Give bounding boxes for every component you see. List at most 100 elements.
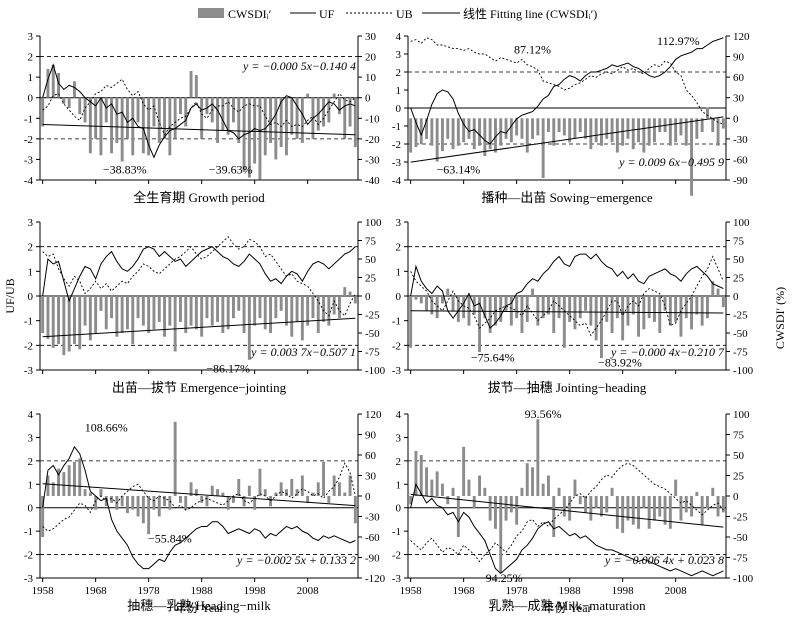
cwsdi-bar	[115, 296, 119, 337]
right-tick-label: -100	[733, 573, 754, 585]
cwsdi-bar	[125, 97, 129, 139]
left-tick-label: 3	[28, 217, 34, 229]
cwsdi-bar	[637, 296, 641, 337]
cwsdi-bar	[327, 496, 331, 503]
cwsdi-bar	[711, 281, 715, 296]
cwsdi-bar	[615, 496, 619, 529]
left-tick-label: -1	[24, 316, 33, 328]
cwsdi-bar	[194, 489, 198, 496]
right-tick-label: 50	[733, 254, 745, 266]
fitting-line	[42, 317, 356, 338]
cwsdi-bar	[94, 296, 98, 333]
right-tick-label: -100	[733, 365, 754, 377]
cwsdi-bar	[300, 296, 304, 341]
cwsdi-bar	[226, 496, 230, 510]
cwsdi-bar	[237, 478, 241, 496]
panel-title: 拔节—抽穗 Jointing−heading	[488, 380, 647, 395]
cwsdi-bar	[684, 118, 688, 146]
cwsdi-bar	[483, 487, 487, 496]
cwsdi-bar	[46, 68, 50, 98]
cwsdi-bar	[647, 496, 651, 529]
cwsdi-bar	[573, 296, 577, 330]
x-tick-label: 1978	[138, 585, 161, 597]
cwsdi-bar	[626, 296, 630, 326]
cwsdi-bar	[621, 296, 625, 341]
cwsdi-bar	[631, 296, 635, 315]
cwsdi-bar	[120, 97, 124, 162]
cwsdi-bar	[419, 455, 423, 496]
ub-line	[42, 78, 356, 136]
cwsdi-bar	[163, 496, 167, 507]
cwsdi-bar	[674, 118, 678, 143]
cwsdi-bar	[610, 118, 614, 143]
cwsdi-bar	[51, 296, 55, 348]
cwsdi-bar	[274, 492, 278, 496]
cwsdi-bar	[721, 118, 725, 129]
cwsdi-bar	[269, 296, 273, 333]
cwsdi-bar	[115, 97, 119, 143]
cwsdi-bar	[131, 296, 135, 345]
cwsdi-bar	[332, 93, 336, 98]
right-tick-label: -30	[365, 154, 380, 166]
cwsdi-bar	[504, 496, 508, 521]
cwsdi-bar	[515, 496, 519, 525]
cwsdi-bar	[536, 118, 540, 136]
cwsdi-bar	[705, 296, 709, 319]
cwsdi-bar	[705, 107, 709, 119]
cwsdi-bar	[562, 296, 566, 348]
left-tick-label: -1	[392, 526, 401, 538]
chart-panel-5: 4 3 2 1 0 -1 -2 -3 120 90 60 30 0 -30 -60 -90 -120 1958 19…	[24, 409, 386, 613]
cwsdi-bar	[353, 296, 357, 304]
cwsdi-bar	[269, 97, 273, 143]
cwsdi-bar	[152, 97, 156, 127]
cwsdi-bar	[674, 479, 678, 496]
right-tick-label: 100	[365, 217, 382, 229]
cwsdi-bar	[425, 467, 429, 496]
cwsdi-bar	[147, 296, 151, 333]
right-tick-label: 0	[365, 491, 371, 503]
cwsdi-bar	[189, 70, 193, 98]
extreme-value-label: −63.14%	[436, 163, 480, 177]
left-tick-label: 2	[396, 242, 402, 254]
extreme-value-label: 108.66%	[85, 421, 128, 435]
cwsdi-bar	[504, 118, 508, 139]
cwsdi-bar	[72, 461, 76, 496]
cwsdi-bar	[62, 97, 66, 104]
cwsdi-bar	[168, 296, 172, 326]
right-tick-label: 30	[365, 31, 377, 43]
ub-line	[410, 37, 724, 125]
panel-title: 抽穗—乳熟 Heading−milk	[127, 598, 271, 613]
cwsdi-bar	[46, 475, 50, 496]
cwsdi-bar	[446, 118, 450, 139]
cwsdi-bar	[531, 118, 535, 139]
left-tick-label: -3	[392, 573, 402, 585]
right-tick-label: -100	[365, 365, 386, 377]
cwsdi-bar	[409, 296, 413, 348]
cwsdi-bar	[462, 296, 466, 319]
extreme-value-label: −83.92%	[598, 356, 642, 370]
fitting-equation: y = −0.000 5x−0.140 4	[242, 59, 356, 73]
right-tick-label: 75	[733, 430, 745, 442]
cwsdi-bar	[83, 489, 87, 496]
cwsdi-bar	[552, 496, 556, 537]
left-tick-label: 0	[396, 103, 402, 115]
panel-title: 播种—出苗 Sowing−emergence	[481, 190, 653, 205]
left-tick-label: 4	[396, 409, 402, 421]
cwsdi-bar	[110, 97, 114, 154]
cwsdi-bar	[184, 496, 188, 510]
cwsdi-bar	[67, 97, 71, 108]
cwsdi-bar	[51, 64, 55, 98]
cwsdi-bar	[716, 288, 720, 296]
cwsdi-bar	[94, 97, 98, 139]
cwsdi-bar	[300, 97, 304, 143]
cwsdi-bar	[684, 496, 688, 513]
left-tick-label: -4	[24, 175, 34, 187]
cwsdi-bar	[637, 118, 641, 143]
cwsdi-bar	[446, 496, 450, 505]
cwsdi-bar	[120, 296, 124, 333]
x-tick-label: 1988	[559, 585, 582, 597]
cwsdi-bar	[178, 496, 182, 503]
cwsdi-bar	[274, 97, 278, 160]
right-tick-label: 0	[733, 113, 739, 125]
cwsdi-bar	[578, 296, 582, 319]
